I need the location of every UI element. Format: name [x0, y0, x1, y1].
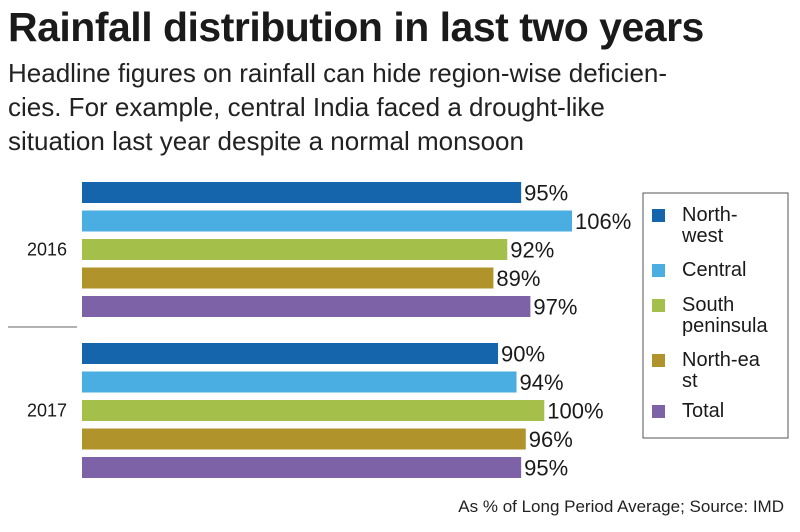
value-label-2017-north-west: 90%: [501, 342, 545, 367]
legend-label-north-east-line-2: st: [682, 370, 698, 392]
bar-2016-central: [82, 210, 572, 232]
legend-label-north-west-line-2: west: [681, 225, 724, 247]
year-label-2017: 2017: [27, 401, 67, 421]
bar-2017-south-peninsula: [82, 400, 545, 421]
subtitle-line-2: cies. For example, central India faced a…: [8, 92, 605, 122]
legend-label-total: Total: [682, 400, 724, 422]
bar-2016-south-peninsula: [82, 239, 508, 260]
subtitle-line-1: Headline figures on rainfall can hide re…: [8, 58, 668, 88]
legend-swatch-total: [652, 405, 665, 418]
bar-2017-central: [82, 371, 517, 393]
value-label-2016-south-peninsula: 92%: [510, 238, 554, 263]
legend-swatch-south-peninsula: [652, 299, 665, 312]
source-note: As % of Long Period Average; Source: IMD: [458, 497, 784, 516]
bar-2017-north-west: [82, 343, 499, 364]
bar-2017-total: [82, 457, 522, 478]
value-label-2016-north-west: 95%: [524, 181, 568, 206]
legend-label-central: Central: [682, 259, 746, 281]
value-label-2017-total: 95%: [524, 456, 568, 481]
chart-title: Rainfall distribution in last two years: [8, 4, 704, 50]
bar-2016-north-east: [82, 267, 494, 289]
value-label-2016-north-east: 89%: [496, 266, 540, 291]
value-label-2017-north-east: 96%: [529, 427, 573, 452]
legend-swatch-north-west: [652, 209, 665, 222]
legend-label-south-peninsula-line-2: peninsula: [682, 315, 769, 337]
subtitle-line-3: situation last year despite a normal mon…: [8, 126, 524, 156]
value-label-2016-central: 106%: [575, 209, 631, 234]
value-label-2016-total: 97%: [533, 295, 577, 320]
year-label-2016: 2016: [27, 240, 67, 260]
bar-2016-total: [82, 296, 531, 317]
chart-subtitle: Headline figures on rainfall can hide re…: [8, 56, 793, 158]
value-label-2017-south-peninsula: 100%: [547, 399, 603, 424]
legend-label-south-peninsula: South: [682, 294, 734, 316]
legend-swatch-central: [652, 264, 665, 277]
legend-label-north-west: North-: [682, 204, 738, 226]
legend-box: [642, 192, 789, 439]
bar-2017-north-east: [82, 428, 526, 450]
bar-2016-north-west: [82, 182, 522, 203]
legend-label-north-east: North-ea: [682, 349, 761, 371]
legend-swatch-north-east: [652, 354, 665, 367]
value-label-2017-central: 94%: [520, 370, 564, 395]
